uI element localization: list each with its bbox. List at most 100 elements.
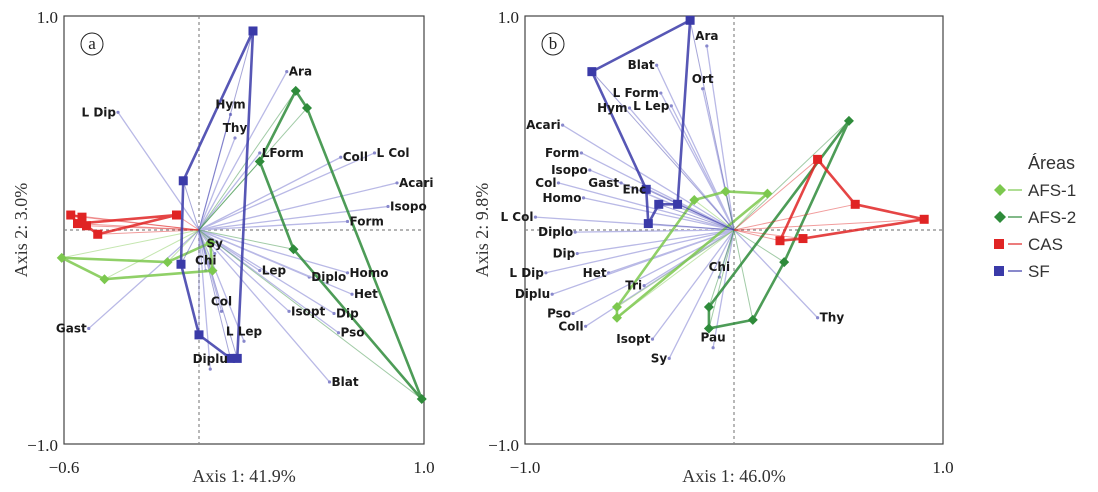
point-afs-2-3: [703, 323, 714, 334]
point-cas-4: [172, 210, 181, 220]
vector-line-6: [562, 124, 735, 231]
hull-afs-1: [60, 241, 214, 281]
vector-label-24: Isopt: [616, 332, 650, 346]
spider-afs-1-1: [104, 229, 200, 280]
vector-label-10: Col: [535, 176, 556, 190]
point-afs-1-3: [205, 237, 216, 248]
vector-tip-3: [659, 91, 663, 95]
spider-sf-2: [180, 229, 200, 265]
spider-afs-1-3: [725, 191, 735, 231]
vector-tip-16: [287, 309, 291, 313]
point-sf-1: [685, 15, 695, 25]
panel-label: a: [88, 34, 96, 53]
vector-tip-15: [350, 292, 354, 296]
vector-tip-22: [208, 367, 212, 371]
point-afs-2-2: [747, 314, 758, 325]
point-sf-0: [248, 26, 258, 36]
vector-line-2: [198, 114, 232, 231]
vector-tip-23: [816, 316, 820, 320]
vector-line-6: [198, 152, 375, 231]
vector-line-23: [733, 229, 819, 319]
vector-label-19: Diplu: [515, 287, 550, 301]
vector-label-21: Gast: [56, 321, 87, 335]
legend-label-sf: SF: [1028, 262, 1050, 281]
vector-tip-9: [619, 181, 623, 185]
point-afs-1-0: [56, 252, 67, 263]
vector-label-11: Enc: [622, 182, 646, 196]
spider-sf-2: [677, 203, 735, 231]
vector-label-19: Pso: [341, 326, 365, 340]
vector-label-22: Coll: [558, 319, 583, 333]
vector-label-3: Thy: [223, 121, 248, 135]
point-sf-2: [176, 259, 186, 269]
vector-tip-3: [233, 136, 237, 140]
legend-item-sf: SF: [994, 262, 1050, 281]
vector-tip-10: [556, 181, 561, 185]
point-sf-1: [178, 176, 188, 186]
point-cas-1: [850, 199, 860, 209]
point-cas-2: [919, 214, 929, 224]
legend: Áreas AFS-1 AFS-2 CAS SF: [994, 153, 1076, 281]
spider-cas-1: [81, 216, 200, 231]
vector-label-10: Sy: [207, 237, 224, 251]
spider-sf-5: [646, 188, 735, 231]
vector-line-7: [198, 182, 398, 231]
vector-tip-16: [544, 271, 548, 275]
vector-line-12: [583, 197, 735, 231]
vector-line-11: [648, 188, 735, 231]
vector-label-2: Ort: [692, 72, 714, 86]
y-axis-label: Axis 2: 3.0%: [11, 183, 31, 278]
vector-tip-7: [579, 151, 584, 155]
vector-line-15: [198, 229, 353, 295]
point-afs-2-1: [302, 103, 312, 114]
legend-marker-sf: [994, 266, 1004, 276]
vector-line-19: [551, 229, 735, 295]
vector-tip-19: [550, 292, 554, 296]
vector-label-3: L Form: [613, 86, 659, 100]
point-cas-5: [73, 219, 82, 229]
point-afs-2-4: [703, 302, 714, 313]
point-sf-3: [654, 199, 664, 209]
vector-line-24: [651, 229, 735, 340]
panel-a: Ara L Dip Hym Thy LForm Coll L Col Acari Isopo Fo…: [11, 8, 435, 486]
vector-label-6: L Col: [377, 146, 410, 160]
point-afs-2-0: [290, 85, 301, 96]
vector-label-1: L Dip: [82, 105, 117, 119]
vector-label-20: Chi: [709, 260, 730, 274]
vector-label-5: Hym: [597, 101, 627, 115]
x-axis-label: Axis 1: 46.0%: [682, 466, 786, 486]
vector-tip-9: [345, 219, 350, 224]
panel-label-circle: [80, 32, 104, 56]
vector-label-8: Isopo: [390, 199, 427, 213]
vector-tip-5: [627, 106, 632, 110]
vector-label-12: Lep: [262, 264, 287, 278]
vector-tip-6: [372, 151, 377, 155]
point-sf-5: [232, 353, 242, 363]
hull-cas: [778, 158, 926, 242]
vector-label-16: L Dip: [509, 266, 544, 280]
vector-line-14: [575, 229, 735, 233]
vector-label-26: Pau: [701, 331, 726, 345]
vector-line-0: [706, 45, 735, 231]
vector-line-1: [117, 111, 200, 231]
vector-tip-21: [571, 311, 575, 316]
vector-label-0: Ara: [289, 65, 312, 79]
vector-tip-23: [327, 380, 332, 384]
vector-line-16: [545, 229, 735, 274]
spider-sf-5: [198, 229, 238, 359]
vector-label-7: Form: [545, 146, 579, 160]
x-tick-max: 1.0: [932, 458, 953, 477]
legend-label-cas: CAS: [1028, 235, 1063, 254]
spider-sf-1: [182, 180, 200, 231]
spider-afs-2-3: [708, 229, 735, 329]
vector-line-5: [198, 156, 342, 231]
vector-line-15: [577, 229, 735, 255]
vector-line-14: [198, 229, 348, 274]
y-tick-max: 1.0: [498, 8, 519, 27]
point-sf-2: [673, 199, 683, 209]
spider-sf-0: [198, 30, 254, 231]
panel-label: b: [549, 34, 558, 53]
vector-tip-2: [228, 112, 233, 117]
legend-marker-afs-1: [994, 184, 1006, 196]
spider-cas-0: [70, 214, 200, 231]
